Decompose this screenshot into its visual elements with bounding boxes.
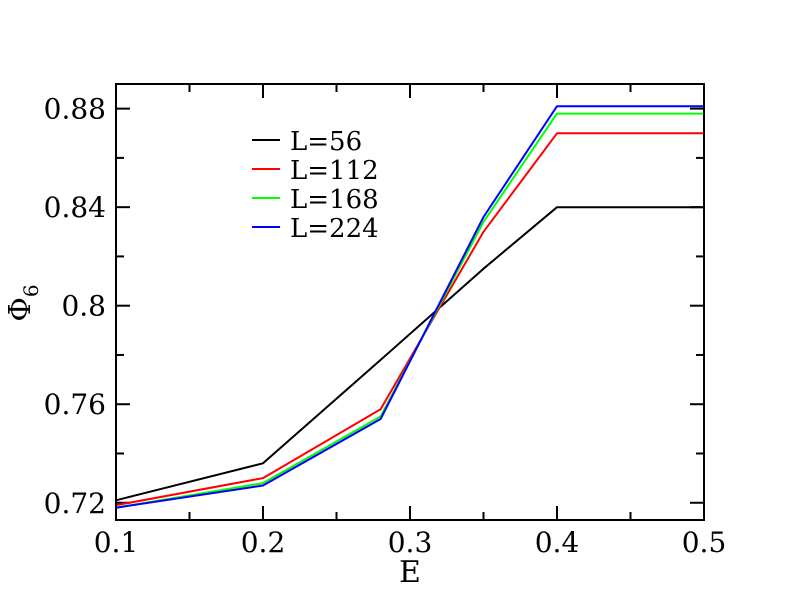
x-axis-label: E <box>399 555 421 590</box>
series-line-l-168 <box>115 112 704 509</box>
plot-frame <box>115 83 705 521</box>
series-line-l-224 <box>115 105 704 509</box>
y-axis-label: Φ6 <box>3 284 43 321</box>
x-tick-label: 0.3 <box>388 526 433 559</box>
y-axis-label-subscript: 6 <box>19 284 43 297</box>
y-tick-label: 0.8 <box>61 290 106 323</box>
y-tick-label: 0.84 <box>44 191 106 224</box>
x-tick-label: 0.2 <box>241 526 286 559</box>
series-lines <box>115 105 704 509</box>
x-tick-labels: 0.1 0.2 0.3 0.4 0.5 <box>94 526 727 559</box>
legend-label-l-56: L=56 <box>290 127 362 157</box>
axis-ticks <box>115 84 705 520</box>
legend-label-l-112: L=112 <box>290 156 379 186</box>
series-line-l-56 <box>115 206 704 502</box>
legend-label-l-224: L=224 <box>290 214 379 244</box>
legend-label-l-168: L=168 <box>290 185 379 215</box>
x-tick-label: 0.4 <box>535 526 580 559</box>
y-tick-label: 0.76 <box>44 388 106 421</box>
y-tick-labels: 0.72 0.76 0.8 0.84 0.88 <box>44 93 106 520</box>
x-tick-label: 0.1 <box>94 526 139 559</box>
y-tick-label: 0.88 <box>44 93 106 126</box>
series-line-l-112 <box>115 132 704 507</box>
y-tick-label: 0.72 <box>44 487 106 520</box>
y-axis-label-symbol: Φ <box>3 297 38 322</box>
x-tick-label: 0.5 <box>682 526 727 559</box>
